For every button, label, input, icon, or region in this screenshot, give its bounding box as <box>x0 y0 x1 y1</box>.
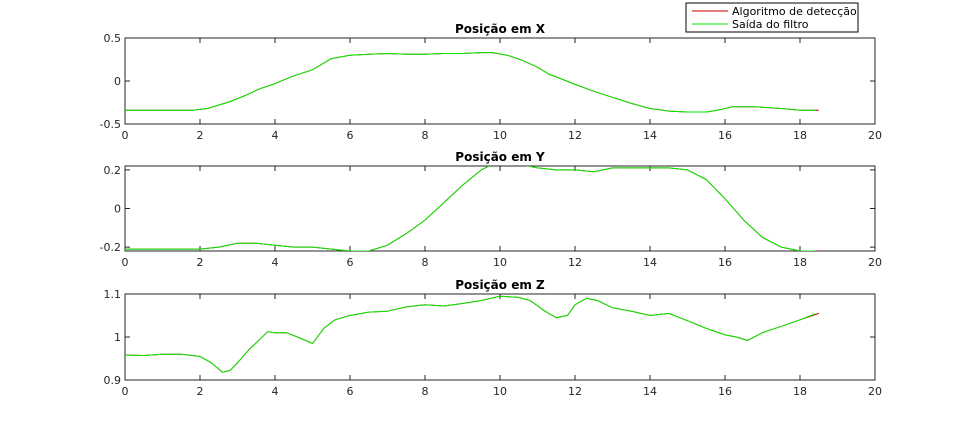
x-tick-label: 12 <box>568 256 582 269</box>
x-tick-label: 18 <box>793 256 807 269</box>
axes-box <box>124 293 876 381</box>
series-line-filter <box>125 52 815 113</box>
x-tick-label: 12 <box>568 129 582 142</box>
y-tick-label: -0.5 <box>100 118 121 131</box>
y-tick-label: 0 <box>114 75 121 88</box>
x-tick-label: 8 <box>422 129 429 142</box>
x-tick-label: 18 <box>793 385 807 398</box>
x-tick-label: 2 <box>197 129 204 142</box>
legend: Algoritmo de detecção Saída do filtro <box>685 2 859 33</box>
x-tick-label: 20 <box>868 129 882 142</box>
plot-title: Posição em Y <box>455 150 545 164</box>
x-tick-label: 20 <box>868 385 882 398</box>
legend-label-filter: Saída do filtro <box>732 18 809 31</box>
plot-title: Posição em Z <box>455 278 545 292</box>
axes-box <box>124 165 876 252</box>
legend-label-detection: Algoritmo de detecção <box>732 5 857 18</box>
subplot-2: 0 2 4 6 8 10 12 14 16 18 20 0.9 1 1.1 Posição em Z <box>104 278 883 398</box>
x-tick-label: 12 <box>568 385 582 398</box>
y-tick-label: 0.2 <box>104 164 122 177</box>
y-tick-label: 0.9 <box>104 374 122 387</box>
x-tick-label: 10 <box>493 385 507 398</box>
x-tick-label: 6 <box>347 129 354 142</box>
x-tick-label: 2 <box>197 385 204 398</box>
x-tick-label: 10 <box>493 129 507 142</box>
x-tick-label: 8 <box>422 385 429 398</box>
x-tick-label: 14 <box>643 385 657 398</box>
axes-box <box>124 37 876 125</box>
x-tick-label: 18 <box>793 129 807 142</box>
series-line-filter <box>125 166 815 251</box>
x-tick-label: 16 <box>718 129 732 142</box>
x-tick-label: 14 <box>643 129 657 142</box>
legend-box <box>685 2 859 33</box>
y-tick-label: 1.1 <box>104 288 122 301</box>
y-tick-label: 0 <box>114 203 121 216</box>
x-tick-label: 6 <box>347 256 354 269</box>
x-tick-label: 0 <box>122 385 129 398</box>
x-tick-label: 16 <box>718 385 732 398</box>
x-tick-label: 0 <box>122 129 129 142</box>
x-tick-label: 14 <box>643 256 657 269</box>
x-tick-label: 0 <box>122 256 129 269</box>
x-tick-label: 16 <box>718 256 732 269</box>
x-tick-label: 4 <box>272 256 279 269</box>
y-tick-label: 1 <box>114 331 121 344</box>
x-tick-label: 8 <box>422 256 429 269</box>
series-line-filter <box>125 295 816 373</box>
x-tick-label: 2 <box>197 256 204 269</box>
x-tick-label: 4 <box>272 385 279 398</box>
x-tick-label: 20 <box>868 256 882 269</box>
x-tick-label: 10 <box>493 256 507 269</box>
plot-title: Posição em X <box>455 22 546 36</box>
x-tick-label: 6 <box>347 385 354 398</box>
y-tick-label: -0.2 <box>100 241 121 254</box>
y-tick-label: 0.5 <box>104 32 122 45</box>
x-tick-label: 4 <box>272 129 279 142</box>
